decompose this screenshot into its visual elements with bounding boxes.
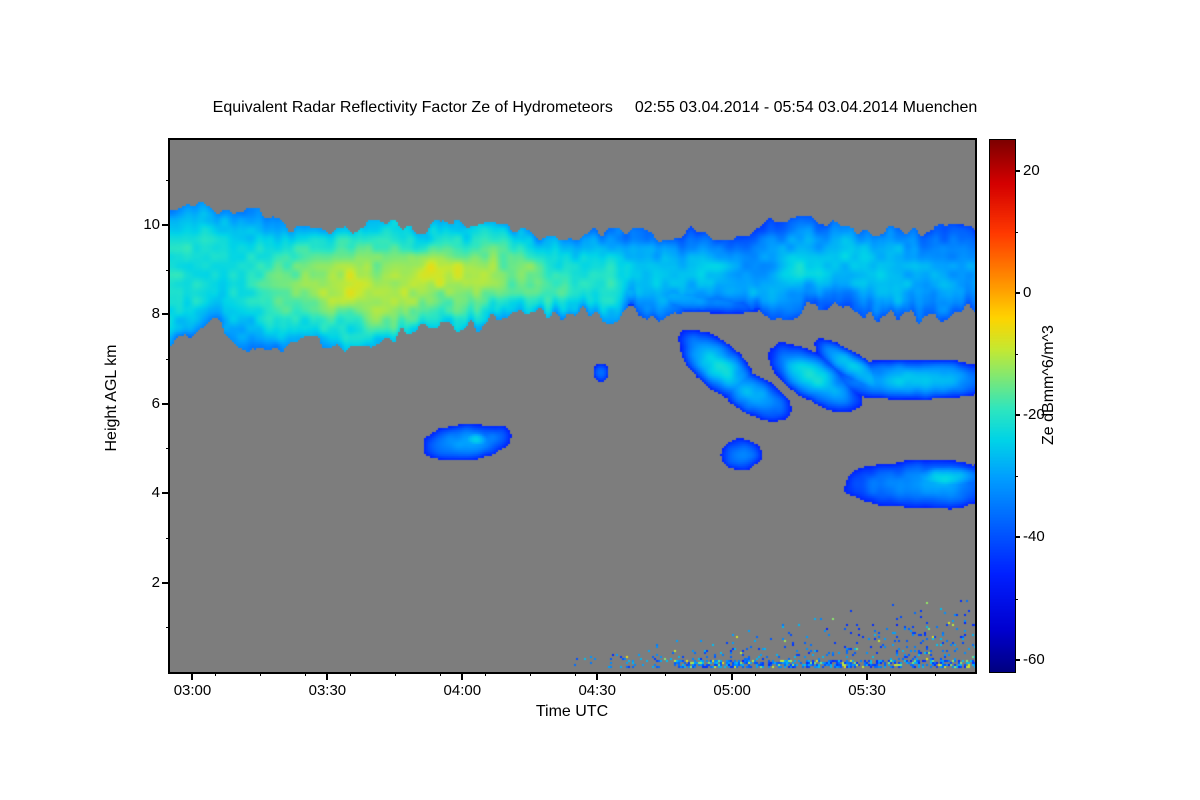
- x-tick-mark: [461, 672, 464, 680]
- x-minor-tick-mark: [484, 672, 486, 676]
- x-tick-label: 03:00: [173, 682, 212, 699]
- colorbar-minor-tick-mark: [1015, 476, 1018, 478]
- x-tick-label: 04:30: [578, 682, 616, 699]
- x-tick-label: 05:30: [848, 682, 886, 699]
- y-tick-mark: [162, 223, 170, 226]
- x-minor-tick-mark: [754, 672, 756, 676]
- y-tick-label: 4: [151, 484, 160, 502]
- colorbar-tick-label: 0: [1023, 283, 1032, 301]
- y-minor-tick-mark: [166, 537, 170, 539]
- colorbar-tick-label: -60: [1023, 650, 1045, 668]
- x-axis-label: Time UTC: [535, 703, 609, 720]
- colorbar-minor-tick-mark: [1015, 354, 1018, 356]
- x-minor-tick-mark: [844, 672, 846, 676]
- x-tick-mark: [191, 672, 194, 680]
- y-tick-mark: [162, 492, 170, 495]
- colorbar-tick-label: -20: [1023, 406, 1045, 424]
- colorbar: [989, 139, 1016, 673]
- x-minor-tick-mark: [799, 672, 801, 676]
- x-tick-mark: [596, 672, 599, 680]
- y-tick-label: 2: [151, 573, 160, 591]
- x-minor-tick-mark: [619, 672, 621, 676]
- x-minor-tick-mark: [394, 672, 396, 676]
- x-minor-tick-mark: [889, 672, 891, 676]
- x-minor-tick-mark: [574, 672, 576, 676]
- y-tick-label: 10: [143, 215, 160, 233]
- x-tick-label: 03:30: [308, 682, 347, 699]
- y-minor-tick-mark: [166, 627, 170, 629]
- y-minor-tick-mark: [166, 269, 170, 271]
- colorbar-minor-tick-mark: [1015, 231, 1018, 233]
- y-tick-mark: [162, 581, 170, 584]
- x-tick-mark: [326, 672, 329, 680]
- colorbar-label: Ze dBmm^6/m^3: [1040, 325, 1057, 445]
- x-tick-mark: [866, 672, 869, 680]
- colorbar-tick-mark: [1015, 536, 1020, 539]
- x-minor-tick-mark: [259, 672, 261, 676]
- y-tick-label: 6: [151, 394, 160, 412]
- x-minor-tick-mark: [664, 672, 666, 676]
- x-minor-tick-mark: [214, 672, 216, 676]
- y-minor-tick-mark: [166, 448, 170, 450]
- y-axis-label: Height AGL km: [103, 344, 120, 452]
- y-tick-mark: [162, 313, 170, 316]
- colorbar-tick-mark: [1015, 658, 1020, 661]
- x-minor-tick-mark: [934, 672, 936, 676]
- x-minor-tick-mark: [304, 672, 306, 676]
- chart-title-main: Equivalent Radar Reflectivity Factor Ze …: [212, 99, 613, 116]
- colorbar-tick-label: 20: [1023, 161, 1040, 179]
- colorbar-tick-mark: [1015, 414, 1020, 417]
- colorbar-tick-mark: [1015, 291, 1020, 294]
- x-tick-mark: [731, 672, 734, 680]
- x-tick-label: 05:00: [713, 682, 751, 699]
- colorbar-minor-tick-mark: [1015, 598, 1018, 600]
- y-minor-tick-mark: [166, 359, 170, 361]
- y-tick-label: 8: [151, 305, 160, 323]
- colorbar-tick-label: -40: [1023, 528, 1045, 546]
- x-minor-tick-mark: [349, 672, 351, 676]
- y-minor-tick-mark: [166, 180, 170, 182]
- y-tick-mark: [162, 402, 170, 405]
- colorbar-tick-mark: [1015, 169, 1020, 172]
- x-minor-tick-mark: [439, 672, 441, 676]
- colorbar-gradient: [990, 140, 1015, 672]
- chart-title: Equivalent Radar Reflectivity Factor Ze …: [0, 99, 1190, 117]
- chart-title-range: 02:55 03.04.2014 - 05:54 03.04.2014 Muen…: [634, 99, 978, 116]
- x-minor-tick-mark: [529, 672, 531, 676]
- x-minor-tick-mark: [709, 672, 711, 676]
- x-tick-label: 04:00: [443, 682, 482, 699]
- reflectivity-heatmap: [170, 140, 975, 672]
- plot-area: [168, 138, 977, 674]
